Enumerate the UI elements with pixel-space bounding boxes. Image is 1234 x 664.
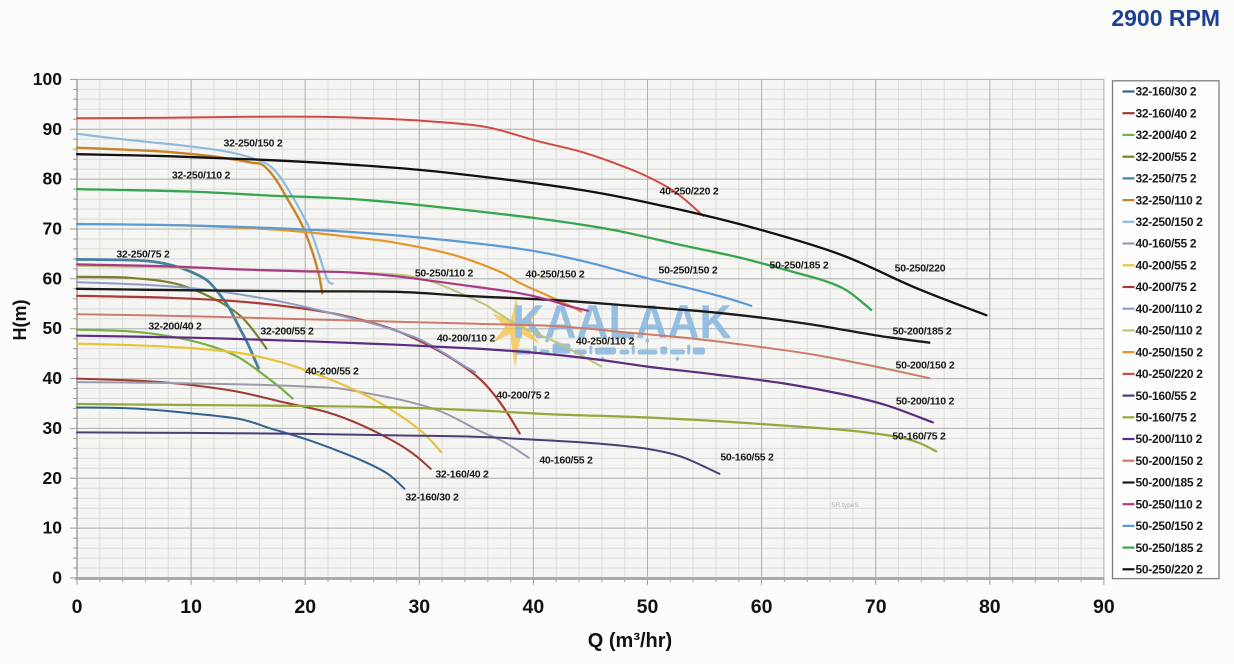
svg-text:100: 100 <box>33 69 62 89</box>
svg-text:90: 90 <box>43 119 63 139</box>
svg-text:90: 90 <box>1093 596 1115 618</box>
svg-text:50-250/220 2: 50-250/220 2 <box>1136 563 1204 577</box>
svg-text:40-160/55 2: 40-160/55 2 <box>1136 237 1197 251</box>
svg-text:40-200/75 2: 40-200/75 2 <box>1136 280 1197 294</box>
svg-text:40-250/220 2: 40-250/220 2 <box>660 186 719 198</box>
svg-text:50: 50 <box>637 596 659 618</box>
svg-text:50-200/150 2: 50-200/150 2 <box>1136 454 1204 468</box>
svg-text:40-250/110 2: 40-250/110 2 <box>1136 324 1203 338</box>
svg-text:50-160/75 2: 50-160/75 2 <box>1136 411 1197 425</box>
svg-text:Q (m³/hr): Q (m³/hr) <box>588 630 672 652</box>
svg-text:40: 40 <box>43 368 63 388</box>
svg-text:40-200/110 2: 40-200/110 2 <box>1136 302 1203 316</box>
svg-text:40-250/220 2: 40-250/220 2 <box>1136 367 1204 381</box>
svg-text:50-250/110 2: 50-250/110 2 <box>1136 497 1203 511</box>
svg-text:50-160/55 2: 50-160/55 2 <box>720 452 774 464</box>
svg-text:50-160/55 2: 50-160/55 2 <box>1136 389 1197 403</box>
svg-text:40-250/110 2: 40-250/110 2 <box>576 336 635 348</box>
svg-text:32-250/110 2: 32-250/110 2 <box>172 170 231 182</box>
svg-text:60: 60 <box>43 268 63 288</box>
svg-text:32-160/30 2: 32-160/30 2 <box>405 492 459 504</box>
svg-text:32-160/40 2: 32-160/40 2 <box>435 469 489 481</box>
svg-text:60: 60 <box>751 596 773 618</box>
svg-text:50: 50 <box>43 318 63 338</box>
svg-text:40: 40 <box>523 596 545 618</box>
svg-text:40-250/150 2: 40-250/150 2 <box>1136 345 1204 359</box>
svg-text:32-200/55 2: 32-200/55 2 <box>260 326 314 338</box>
svg-text:0: 0 <box>72 596 83 618</box>
svg-text:50-250/185 2: 50-250/185 2 <box>1136 541 1204 555</box>
svg-text:80: 80 <box>43 169 63 189</box>
svg-text:50-160/75 2: 50-160/75 2 <box>892 431 946 443</box>
svg-text:SR.typeS: SR.typeS <box>831 502 859 509</box>
svg-text:32-250/75 2: 32-250/75 2 <box>116 249 170 261</box>
svg-text:30: 30 <box>408 596 430 618</box>
svg-text:70: 70 <box>43 219 63 239</box>
svg-text:50-200/150 2: 50-200/150 2 <box>896 360 955 372</box>
svg-text:0: 0 <box>52 568 62 588</box>
svg-text:32-160/40 2: 32-160/40 2 <box>1136 106 1197 120</box>
svg-text:20: 20 <box>294 596 316 618</box>
svg-text:10: 10 <box>43 518 63 538</box>
svg-text:50-200/185 2: 50-200/185 2 <box>893 326 952 338</box>
svg-text:40-200/75 2: 40-200/75 2 <box>496 390 550 402</box>
svg-text:32-250/110 2: 32-250/110 2 <box>1136 193 1203 207</box>
svg-text:40-200/110 2: 40-200/110 2 <box>437 333 496 345</box>
svg-text:40-200/55 2: 40-200/55 2 <box>1136 259 1197 273</box>
svg-text:32-250/75 2: 32-250/75 2 <box>1136 172 1197 186</box>
svg-text:50-250/150 2: 50-250/150 2 <box>1136 519 1204 533</box>
svg-text:20: 20 <box>43 468 63 488</box>
svg-text:32-160/30 2: 32-160/30 2 <box>1136 85 1197 99</box>
svg-text:10: 10 <box>180 596 202 618</box>
svg-text:50-250/110 2: 50-250/110 2 <box>415 268 474 280</box>
svg-text:80: 80 <box>979 596 1001 618</box>
svg-text:40-160/55 2: 40-160/55 2 <box>539 455 593 467</box>
svg-text:40-250/150 2: 40-250/150 2 <box>526 269 585 281</box>
svg-text:32-200/40 2: 32-200/40 2 <box>148 321 202 333</box>
svg-text:50-250/150 2: 50-250/150 2 <box>659 265 718 277</box>
svg-text:32-200/55 2: 32-200/55 2 <box>1136 150 1197 164</box>
svg-text:2900 RPM: 2900 RPM <box>1111 5 1220 31</box>
svg-text:32-250/150 2: 32-250/150 2 <box>224 138 283 150</box>
svg-text:70: 70 <box>865 596 887 618</box>
svg-text:40-200/55 2: 40-200/55 2 <box>305 366 359 378</box>
svg-text:30: 30 <box>43 418 63 438</box>
svg-text:50-200/110 2: 50-200/110 2 <box>896 396 955 408</box>
svg-text:50-250/220: 50-250/220 <box>895 263 946 275</box>
svg-text:50-200/185 2: 50-200/185 2 <box>1136 476 1204 490</box>
svg-text:50-200/110 2: 50-200/110 2 <box>1136 432 1203 446</box>
svg-text:32-250/150 2: 32-250/150 2 <box>1136 215 1204 229</box>
svg-text:H(m): H(m) <box>10 300 30 341</box>
svg-text:50-250/185 2: 50-250/185 2 <box>770 260 829 272</box>
svg-text:32-200/40 2: 32-200/40 2 <box>1136 128 1197 142</box>
